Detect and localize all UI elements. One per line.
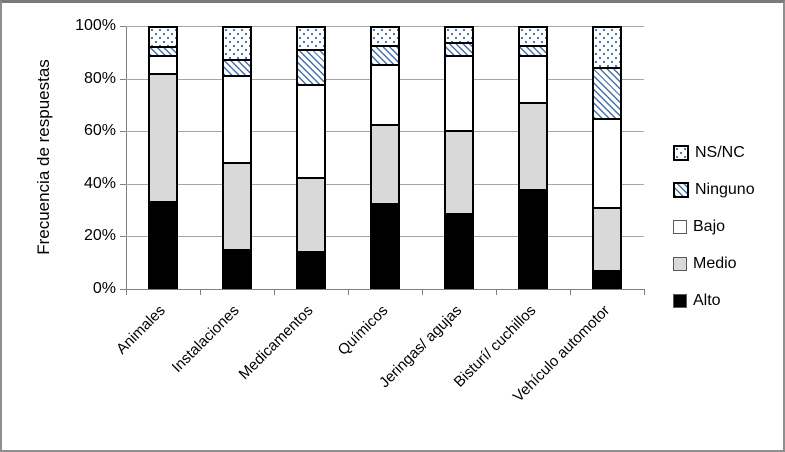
segment-nsnc [520, 28, 546, 45]
segment-medio [150, 73, 176, 201]
x-tick-mark [644, 290, 645, 295]
x-tick-mark [274, 290, 275, 295]
legend-label: NS/NC [695, 144, 745, 161]
bar-químicos [370, 26, 400, 289]
legend-item-nsnc: NS/NC [673, 144, 755, 161]
segment-bajo [446, 55, 472, 130]
y-tick-mark [120, 78, 126, 80]
segment-medio [446, 130, 472, 213]
x-category-label: Instalaciones [169, 302, 244, 376]
plot-area [126, 26, 644, 289]
legend-label: Medio [693, 255, 737, 272]
x-category-label: Medicamentos [236, 302, 318, 383]
legend-item-bajo: Bajo [673, 218, 755, 235]
y-tick-mark [120, 183, 126, 185]
segment-bajo [224, 75, 250, 162]
segment-ninguno [520, 45, 546, 55]
segment-bajo [372, 64, 398, 124]
bar-jeringas--agujas [444, 26, 474, 289]
y-tick-label: 0% [92, 280, 116, 297]
segment-ninguno [150, 46, 176, 55]
x-tick-mark [126, 290, 127, 295]
segment-nsnc [594, 28, 620, 67]
segment-nsnc [150, 28, 176, 46]
segment-medio [224, 162, 250, 249]
segment-alto [372, 203, 398, 287]
segment-alto [446, 213, 472, 287]
segment-alto [298, 251, 324, 287]
segment-nsnc [446, 28, 472, 42]
segment-ninguno [372, 45, 398, 64]
legend-swatch-nsnc [673, 144, 689, 161]
x-tick-mark [200, 290, 201, 295]
segment-alto [594, 270, 620, 287]
x-category-label: Químicos [334, 302, 392, 359]
legend-label: Bajo [693, 218, 726, 235]
segment-bajo [298, 84, 324, 177]
segment-bajo [520, 55, 546, 102]
segment-alto [520, 189, 546, 287]
legend-swatch-medio [673, 256, 687, 271]
bar-bisturí--cuchillos [518, 26, 548, 289]
legend: NS/NC Ninguno Bajo Medio Alto [673, 144, 755, 329]
segment-medio [372, 124, 398, 203]
segment-medio [594, 207, 620, 270]
segment-nsnc [372, 28, 398, 45]
legend-label: Alto [693, 292, 721, 309]
segment-alto [150, 201, 176, 287]
legend-swatch-ninguno [673, 181, 689, 198]
segment-medio [298, 177, 324, 251]
bar-medicamentos [296, 26, 326, 289]
segment-bajo [594, 118, 620, 207]
y-tick-label: 20% [83, 227, 116, 245]
legend-item-ninguno: Ninguno [673, 181, 755, 198]
segment-alto [224, 249, 250, 287]
y-tick-label: 100% [75, 17, 116, 34]
y-tick-label: 40% [83, 174, 116, 192]
bar-instalaciones [222, 26, 252, 289]
x-axis-line [126, 289, 645, 290]
segment-ninguno [446, 42, 472, 55]
y-tick-mark [120, 26, 126, 27]
y-axis-title: Frecuencia de respuestas [34, 59, 53, 255]
y-axis-line [126, 26, 127, 289]
x-tick-mark [348, 290, 349, 295]
y-tick-mark [120, 289, 126, 290]
bar-vehículo-automotor [592, 26, 622, 289]
legend-item-alto: Alto [673, 292, 755, 309]
x-tick-mark [496, 290, 497, 295]
legend-item-medio: Medio [673, 255, 755, 272]
y-tick-label: 60% [83, 122, 116, 140]
segment-medio [520, 102, 546, 189]
legend-swatch-bajo [673, 219, 687, 234]
y-tick-label: 80% [83, 69, 116, 87]
bar-animales [148, 26, 178, 289]
legend-swatch-alto [673, 293, 687, 308]
x-tick-mark [422, 290, 423, 295]
segment-ninguno [224, 59, 250, 75]
y-tick-mark [120, 131, 126, 133]
y-tick-mark [120, 236, 126, 238]
segment-nsnc [224, 28, 250, 59]
segment-ninguno [594, 67, 620, 118]
segment-nsnc [298, 28, 324, 49]
segment-bajo [150, 55, 176, 73]
segment-ninguno [298, 49, 324, 84]
legend-label: Ninguno [695, 181, 755, 198]
x-tick-mark [570, 290, 571, 295]
x-category-label: Animales [113, 302, 170, 358]
